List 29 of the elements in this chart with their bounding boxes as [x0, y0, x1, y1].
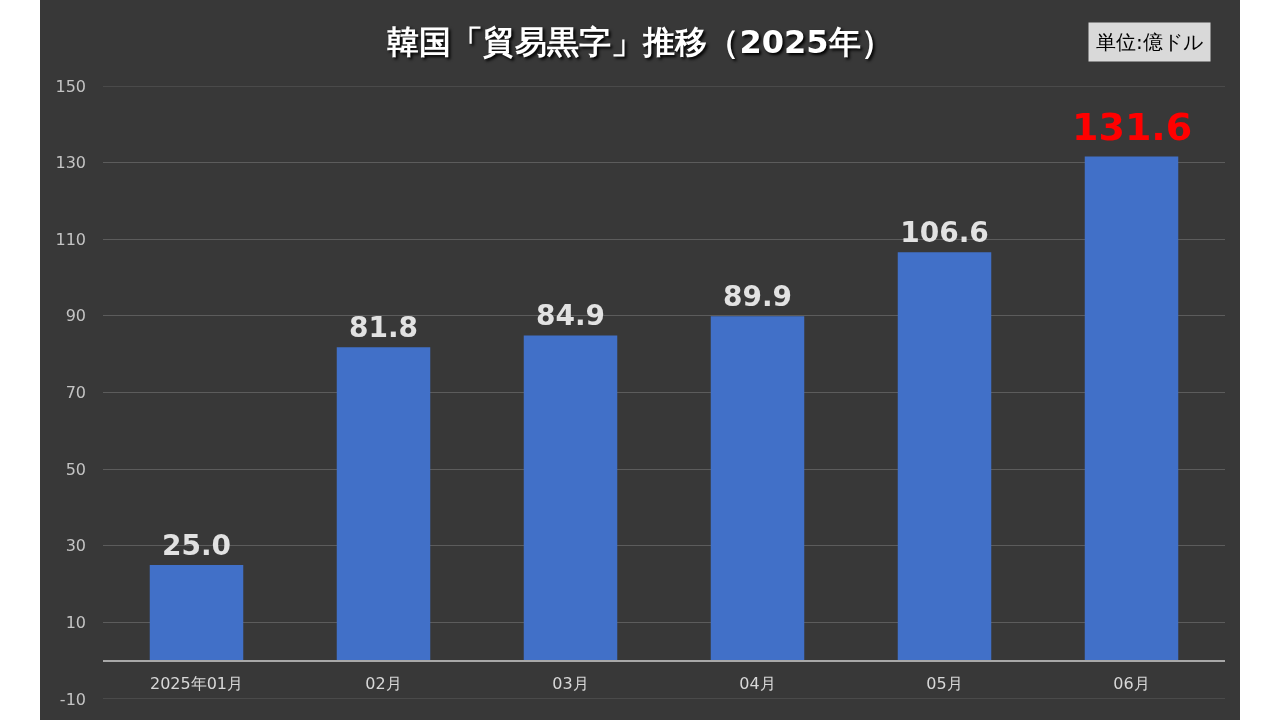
- x-tick-label: 03月: [552, 673, 589, 693]
- x-tick-label: 06月: [1113, 673, 1150, 693]
- data-label: 81.8: [348, 311, 419, 345]
- data-label: 84.9: [535, 299, 606, 333]
- x-tick-label: 04月: [739, 673, 776, 693]
- chart-title: 韓国「貿易黒字」推移（2025年）: [387, 23, 893, 62]
- y-tick-label: 10: [65, 612, 86, 632]
- bar: [897, 252, 992, 661]
- bar: [149, 564, 244, 661]
- data-label: 106.6: [900, 216, 989, 250]
- y-tick-label: 90: [65, 306, 86, 326]
- data-label: 25.0: [161, 528, 232, 562]
- y-tick-label: 110: [55, 229, 86, 249]
- x-tick-label: 02月: [365, 673, 402, 693]
- bar: [336, 347, 431, 661]
- y-tick-label: 50: [65, 459, 86, 479]
- annotation: 131.6: [1072, 105, 1193, 149]
- y-tick-label: 70: [65, 383, 86, 403]
- x-tick-label: 05月: [926, 673, 963, 693]
- bar: [710, 316, 805, 661]
- y-tick-label: 130: [55, 153, 86, 173]
- y-tick-label: -10: [59, 689, 86, 709]
- y-tick-label: 30: [65, 536, 86, 556]
- bar: [523, 335, 618, 661]
- bar: [1084, 156, 1179, 661]
- text: 単位:億ドル: [1096, 30, 1203, 54]
- data-label: 89.9: [722, 280, 793, 314]
- y-tick-label: 150: [55, 76, 86, 96]
- x-tick-label: 2025年01月: [149, 673, 244, 693]
